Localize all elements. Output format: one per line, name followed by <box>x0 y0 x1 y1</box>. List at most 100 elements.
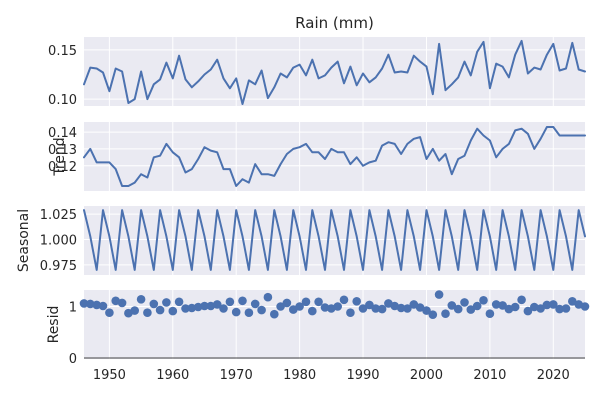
resid-point <box>143 308 152 318</box>
resid-point <box>282 298 292 308</box>
series-line-trend <box>83 126 586 187</box>
y-axis-label-resid: Resid <box>46 306 62 344</box>
resid-point <box>396 303 406 313</box>
series-line-observed <box>83 39 586 105</box>
resid-point <box>580 302 590 311</box>
resid-point <box>542 300 552 310</box>
x-tick-label: 1960 <box>156 368 189 383</box>
series-line-seasonal <box>83 209 586 271</box>
resid-point <box>498 301 507 310</box>
resid-point <box>257 305 266 315</box>
x-tick-label: 1970 <box>220 368 253 383</box>
resid-point <box>434 290 444 299</box>
resid-point <box>422 306 431 315</box>
x-tick-label: 2020 <box>537 368 570 383</box>
x-tick-label: 2000 <box>410 368 443 383</box>
resid-point <box>453 304 463 314</box>
plot-area-observed <box>84 37 585 106</box>
x-tick-label: 1990 <box>346 368 379 383</box>
resid-point <box>358 304 368 313</box>
resid-point <box>346 308 355 318</box>
resid-point <box>479 296 488 305</box>
y-tick-label: 0.975 <box>40 259 77 274</box>
resid-point <box>415 303 425 312</box>
resid-point <box>270 309 279 319</box>
resid-point <box>441 309 450 319</box>
panel-observed: 0.10 0.15 <box>48 37 586 108</box>
x-tick-label: 1950 <box>93 368 126 383</box>
resid-point <box>555 304 564 314</box>
resid-point <box>447 301 457 310</box>
resid-point <box>174 297 184 307</box>
panel-resid: 0 1 Resid <box>46 290 590 367</box>
y-tick-label: 0 <box>69 352 77 367</box>
resid-point <box>301 297 311 307</box>
resid-point <box>320 303 330 312</box>
resid-point <box>377 304 387 314</box>
y-tick-label: 0.10 <box>48 93 77 108</box>
resid-point <box>517 295 526 305</box>
resid-point <box>561 304 571 313</box>
y-tick-label: 1 <box>69 300 77 315</box>
y-tick-label: 0.15 <box>48 44 77 59</box>
resid-point <box>162 298 171 307</box>
resid-point <box>365 300 374 310</box>
resid-point <box>193 302 203 312</box>
resid-point <box>352 297 362 306</box>
resid-point <box>219 304 228 313</box>
resid-point <box>536 304 545 313</box>
resid-point <box>460 298 469 307</box>
resid-point <box>466 305 476 314</box>
y-tick-label: 1.025 <box>40 208 77 223</box>
y-tick-label: 1.000 <box>40 233 77 248</box>
resid-point <box>187 303 197 313</box>
resid-point <box>485 309 495 319</box>
resid-point <box>250 299 260 309</box>
resid-point <box>168 306 178 316</box>
resid-point <box>130 306 139 315</box>
resid-point <box>136 295 146 304</box>
resid-point <box>295 302 304 311</box>
resid-point <box>155 305 165 315</box>
resid-point <box>510 302 520 312</box>
resid-point <box>403 304 412 313</box>
resid-point <box>263 292 273 302</box>
resid-point <box>238 296 247 306</box>
x-tick-label: 1980 <box>283 368 316 383</box>
y-axis-label-trend: Trend <box>52 137 68 176</box>
resid-point <box>314 297 323 307</box>
y-tick-label: 0.12 <box>48 160 77 175</box>
panel-seasonal: 0.975 1.000 1.025 Seasonal <box>16 206 586 275</box>
resid-point <box>333 302 343 311</box>
resid-point <box>568 297 577 306</box>
resid-point <box>276 302 285 311</box>
resid-point <box>181 304 190 313</box>
resid-point <box>86 299 95 309</box>
resid-point <box>339 295 349 305</box>
y-tick-label: 0.13 <box>48 143 77 158</box>
resid-point <box>308 306 317 316</box>
resid-point <box>523 306 533 316</box>
resid-point <box>428 310 438 320</box>
resid-point <box>244 308 254 318</box>
resid-point <box>371 304 381 313</box>
x-tick-label: 2010 <box>473 368 506 383</box>
plot-area-resid <box>84 290 585 359</box>
resid-point <box>231 307 241 317</box>
y-tick-label: 0.14 <box>48 126 77 141</box>
resid-point <box>212 300 222 309</box>
resid-point <box>98 301 108 311</box>
resid-point <box>105 308 114 318</box>
y-axis-label-seasonal: Seasonal <box>16 209 32 272</box>
plot-area-trend <box>84 122 585 191</box>
resid-point <box>149 299 159 309</box>
resid-point <box>117 298 127 308</box>
resid-point <box>472 301 482 311</box>
chart-title: Rain (mm) <box>295 14 374 32</box>
resid-point <box>491 300 501 309</box>
resid-point <box>549 300 558 309</box>
resid-point <box>200 301 209 311</box>
